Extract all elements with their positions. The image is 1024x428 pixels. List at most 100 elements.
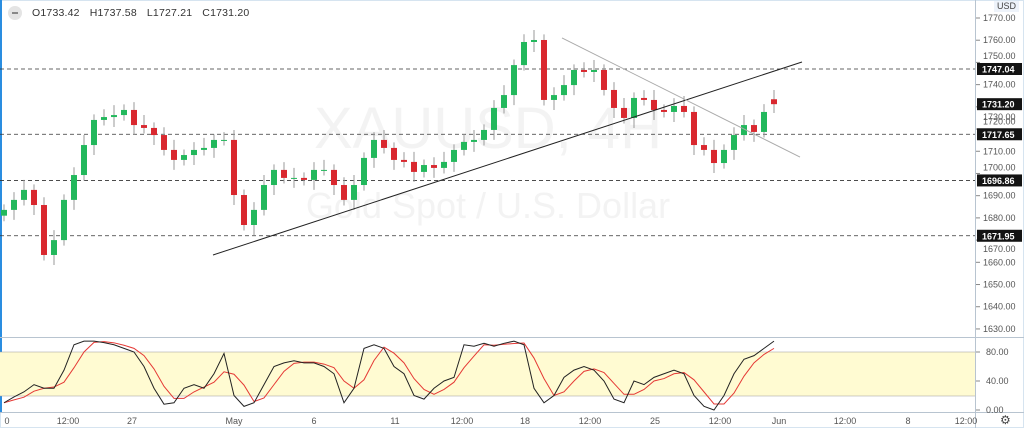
candle-body — [71, 175, 77, 200]
candle — [91, 114, 97, 156]
candle — [371, 132, 377, 168]
legend-open: O1733.42 — [32, 7, 80, 19]
price-badge — [977, 229, 1022, 242]
candle — [51, 230, 57, 265]
time-label: 0 — [4, 416, 9, 426]
candle-body — [301, 177, 307, 180]
falling-trendline — [561, 37, 801, 158]
candle-body — [631, 97, 637, 118]
candle — [271, 164, 277, 196]
time-label: 12:00 — [834, 416, 857, 426]
candle — [261, 175, 267, 216]
candle — [251, 202, 257, 235]
price-badge — [977, 62, 1022, 75]
rising-trendline — [212, 61, 803, 256]
candle — [31, 184, 37, 216]
candle-body — [221, 139, 227, 141]
stochastic-k-line — [3, 340, 775, 411]
candle — [11, 192, 17, 220]
candle — [511, 59, 517, 106]
price-tick-label: 1690.00 — [983, 191, 1016, 201]
candle — [771, 90, 777, 114]
candle-body — [751, 125, 757, 132]
candle — [131, 102, 137, 136]
candle-body — [281, 169, 287, 178]
candle-body — [91, 119, 97, 146]
candle — [651, 89, 657, 120]
candle-body — [451, 149, 457, 162]
price-badge — [977, 128, 1022, 141]
candle-body — [51, 240, 57, 255]
candle — [41, 197, 47, 261]
candle — [151, 122, 157, 146]
candle-body — [471, 139, 477, 142]
candle — [671, 98, 677, 122]
candle — [441, 151, 447, 174]
candle-body — [121, 109, 127, 116]
candle-body — [721, 149, 727, 164]
candle-body — [141, 125, 147, 128]
candle-body — [181, 155, 187, 160]
price-tick-label: 1760.00 — [983, 35, 1016, 45]
candle — [351, 175, 357, 210]
price-badge-label: 1731.20 — [982, 100, 1015, 110]
candle-body — [381, 139, 387, 148]
candle-body — [691, 111, 697, 146]
candle-body — [681, 105, 687, 112]
candle-body — [551, 95, 557, 100]
price-axis[interactable]: 1770.00 1760.00 1750.00 1740.00 1730.001720.… — [976, 13, 1022, 334]
candle-body — [651, 99, 657, 110]
price-tick-label: 1740.00 — [983, 80, 1016, 90]
price-tick-label: 1710.00 — [983, 146, 1016, 156]
candle-body — [351, 185, 357, 200]
candle-body — [151, 127, 157, 136]
price-badge — [977, 174, 1022, 187]
candle-body — [261, 185, 267, 210]
candle — [731, 127, 737, 160]
candle-body — [311, 169, 317, 180]
candle-body — [641, 97, 647, 100]
candle-body — [111, 115, 117, 118]
candle-body — [81, 145, 87, 176]
currency-label[interactable]: USD — [994, 1, 1020, 12]
candle-body — [421, 165, 427, 172]
settings-gear-icon[interactable]: ⚙ — [1000, 413, 1011, 427]
candle — [341, 177, 347, 206]
price-tick-label: 1630.00 — [983, 324, 1016, 334]
candle-body — [31, 189, 37, 206]
candle-body — [461, 141, 467, 150]
candle — [1, 204, 7, 222]
candle-body — [341, 185, 347, 200]
candle — [751, 119, 757, 142]
price-tick-label: 1770.00 — [983, 13, 1016, 23]
time-axis[interactable]: 0 12:00 27 May 6 11 12:00 18 12:00 25 12:00 Jun 12:0… — [4, 416, 977, 426]
time-label: 12:00 — [57, 416, 80, 426]
candle — [21, 179, 27, 206]
watermark-description: Gold Spot / U.S. Dollar — [306, 185, 670, 226]
candle — [541, 34, 547, 106]
time-label: 12:00 — [451, 416, 474, 426]
stochastic-axis[interactable]: 80.00 40.00 0.00 — [976, 347, 1009, 415]
time-label: 27 — [127, 416, 137, 426]
time-label: 8 — [905, 416, 910, 426]
candle-body — [591, 69, 597, 72]
candle — [721, 144, 727, 169]
candle-body — [611, 89, 617, 108]
watermark-symbol: XAUUSD, 4H — [314, 96, 662, 161]
candle-body — [711, 149, 717, 164]
candle-body — [581, 69, 587, 72]
candle — [421, 159, 427, 178]
collapse-legend-icon[interactable] — [8, 6, 22, 20]
candle — [241, 189, 247, 231]
time-label: Jun — [772, 416, 787, 426]
candle-body — [571, 69, 577, 86]
candle — [191, 142, 197, 166]
candle-body — [701, 145, 707, 150]
candle-body — [251, 209, 257, 225]
legend-close: C1731.20 — [202, 7, 250, 19]
candle — [331, 164, 337, 196]
time-label: May — [225, 416, 243, 426]
candle — [391, 142, 397, 170]
candle — [601, 64, 607, 96]
